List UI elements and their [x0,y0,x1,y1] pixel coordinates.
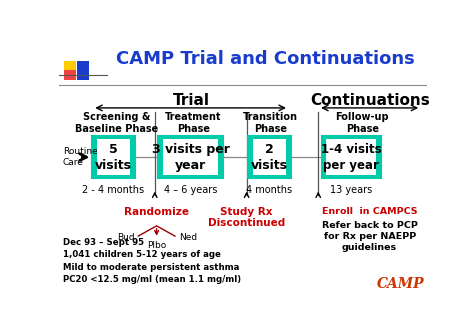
Text: Bud: Bud [117,233,135,242]
Text: 13 years: 13 years [330,185,373,195]
Text: Ned: Ned [179,233,197,242]
Bar [326,139,376,175]
Text: Treatment
Phase: Treatment Phase [165,112,221,135]
Text: Trial: Trial [173,94,210,109]
Text: Routine
Care: Routine Care [63,148,98,167]
Text: 5
visits: 5 visits [95,143,132,172]
Text: CAMP Trial and Continuations: CAMP Trial and Continuations [116,50,414,68]
Bar [77,61,90,71]
Text: Continuations: Continuations [310,94,429,109]
Text: Study Rx
Discontinued: Study Rx Discontinued [208,206,285,228]
Bar [322,136,381,178]
Text: 4 – 6 years: 4 – 6 years [164,185,217,195]
Bar [77,70,90,80]
Bar [253,139,286,175]
Bar [92,136,135,178]
Text: 2
visits: 2 visits [251,143,288,172]
Text: Randomize: Randomize [124,206,189,217]
Text: Refer back to PCP
for Rx per NAEPP
guidelines: Refer back to PCP for Rx per NAEPP guide… [322,221,418,252]
Text: 1,041 children 5-12 years of age: 1,041 children 5-12 years of age [63,250,221,259]
Text: 1-4 visits
per year: 1-4 visits per year [321,143,382,172]
Text: Follow-up
Phase: Follow-up Phase [336,112,389,135]
Text: CAMP: CAMP [377,276,425,291]
Text: Enroll  in CAMPCS: Enroll in CAMPCS [322,206,418,216]
Text: Dec 93 – Sept 95: Dec 93 – Sept 95 [63,238,144,247]
Text: PC20 <12.5 mg/ml (mean 1.1 mg/ml): PC20 <12.5 mg/ml (mean 1.1 mg/ml) [63,275,241,284]
Text: Mild to moderate persistent asthma: Mild to moderate persistent asthma [63,263,239,272]
Text: Plbo: Plbo [147,240,166,250]
Text: Screening &
Baseline Phase: Screening & Baseline Phase [74,112,158,135]
Bar [248,136,291,178]
Bar [158,136,223,178]
Text: 3 visits per
year: 3 visits per year [152,143,229,172]
Text: 4 months: 4 months [246,185,292,195]
Bar [64,70,76,80]
Bar [163,139,219,175]
Bar [64,61,76,71]
Bar [97,139,130,175]
Text: 2 - 4 months: 2 - 4 months [82,185,145,195]
Text: Transition
Phase: Transition Phase [243,112,298,135]
